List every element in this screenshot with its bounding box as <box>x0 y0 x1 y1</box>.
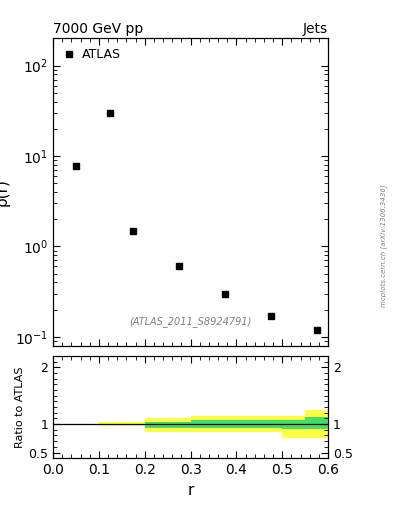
Text: mcplots.cern.ch [arXiv:1306.3436]: mcplots.cern.ch [arXiv:1306.3436] <box>380 184 387 307</box>
Text: 7000 GeV pp: 7000 GeV pp <box>53 22 143 36</box>
Y-axis label: Ratio to ATLAS: Ratio to ATLAS <box>15 366 26 448</box>
X-axis label: r: r <box>187 483 194 498</box>
Text: Jets: Jets <box>303 22 328 36</box>
Y-axis label: ρ(r): ρ(r) <box>0 178 9 206</box>
Text: (ATLAS_2011_S8924791): (ATLAS_2011_S8924791) <box>129 316 252 327</box>
Legend: ATLAS: ATLAS <box>59 45 125 65</box>
